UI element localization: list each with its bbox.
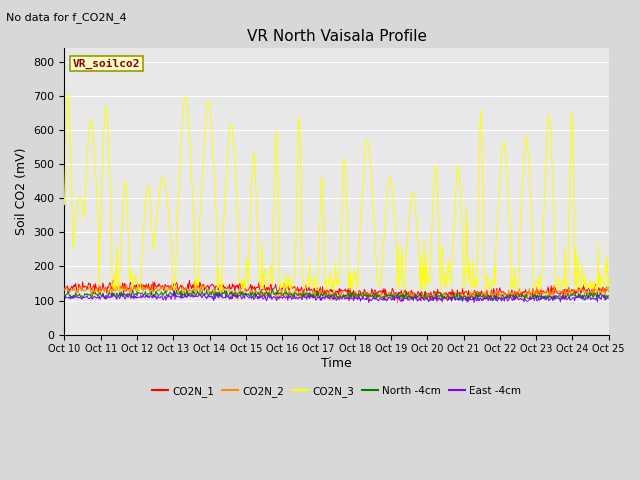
Y-axis label: Soil CO2 (mV): Soil CO2 (mV) — [15, 148, 28, 235]
X-axis label: Time: Time — [321, 357, 352, 370]
Text: VR_soilco2: VR_soilco2 — [72, 59, 140, 69]
Title: VR North Vaisala Profile: VR North Vaisala Profile — [246, 29, 427, 44]
Text: No data for f_CO2N_4: No data for f_CO2N_4 — [6, 12, 127, 23]
Legend: CO2N_1, CO2N_2, CO2N_3, North -4cm, East -4cm: CO2N_1, CO2N_2, CO2N_3, North -4cm, East… — [148, 382, 525, 401]
